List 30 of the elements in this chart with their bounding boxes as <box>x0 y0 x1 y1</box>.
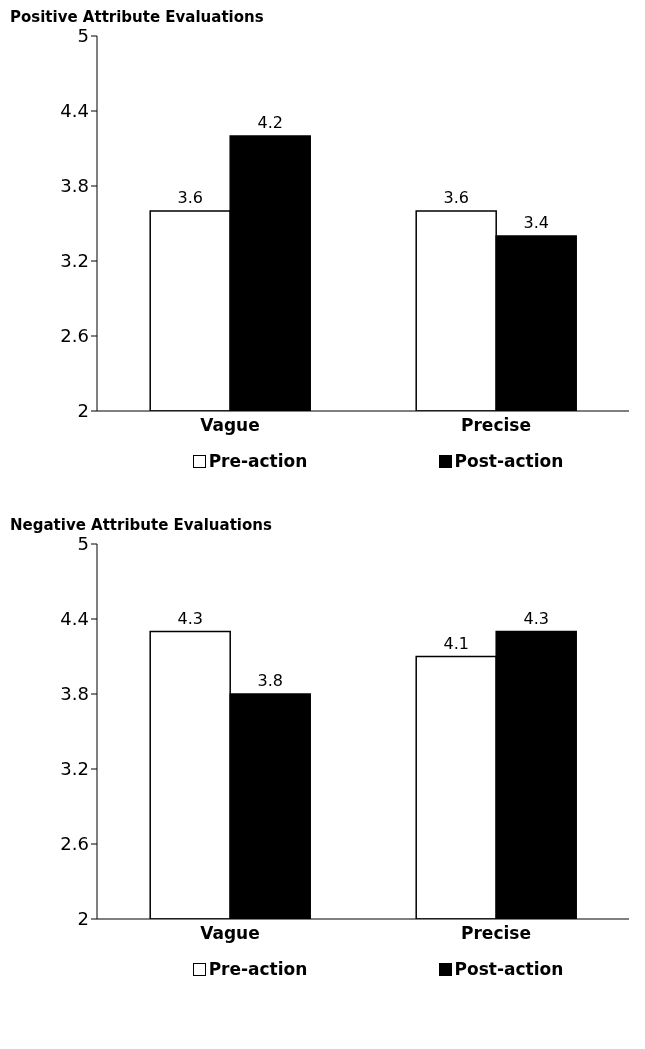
y-tick-label: 2 <box>77 908 89 930</box>
x-tick-label: Vague <box>200 415 260 436</box>
legend-label: Post-action <box>453 451 564 471</box>
y-tick-label: 2 <box>77 400 89 422</box>
data-label: 3.8 <box>257 671 283 690</box>
data-label: 3.4 <box>523 213 549 232</box>
legend-label: Pre-action <box>207 959 308 979</box>
y-tick-label: 5 <box>77 533 89 555</box>
legend-label: Post-action <box>453 959 564 979</box>
y-tick-label: 3.8 <box>60 175 89 197</box>
y-tick-label: 4.4 <box>60 100 89 122</box>
chart-title: Positive Attribute Evaluations <box>9 8 265 26</box>
y-tick-label: 3.8 <box>60 683 89 705</box>
y-tick-label: 4.4 <box>60 608 89 630</box>
y-tick-label: 2.6 <box>60 325 89 347</box>
chart-title: Negative Attribute Evaluations <box>9 516 273 534</box>
x-tick-label: Precise <box>461 923 531 944</box>
y-tick-label: 3.2 <box>60 250 89 272</box>
data-label: 4.3 <box>523 608 549 628</box>
y-tick-label: 2.6 <box>60 833 89 855</box>
y-tick-label: 3.2 <box>60 758 89 780</box>
y-tick-label: 5 <box>77 25 89 47</box>
data-label: 4.1 <box>443 633 469 653</box>
data-label: 3.6 <box>177 188 203 207</box>
x-tick-label: Precise <box>461 415 531 436</box>
data-label: 4.2 <box>257 113 283 132</box>
x-tick-label: Vague <box>200 923 260 944</box>
data-label: 4.3 <box>177 608 203 628</box>
data-label: 3.6 <box>443 188 469 207</box>
legend-label: Pre-action <box>207 451 308 471</box>
